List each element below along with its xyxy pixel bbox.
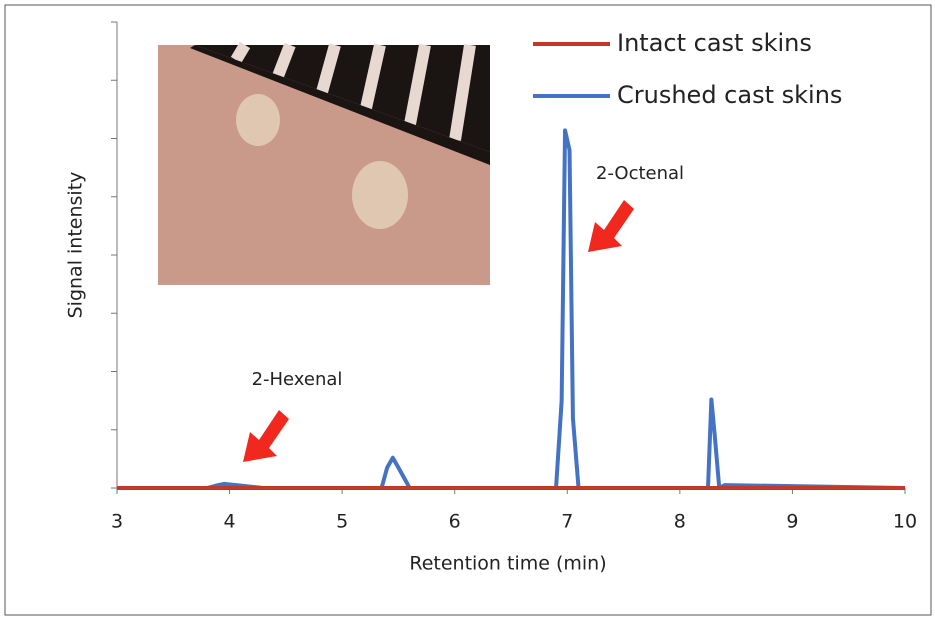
- x-tick-label: 10: [893, 511, 917, 533]
- legend-label: Crushed cast skins: [617, 81, 842, 109]
- legend-label: Intact cast skins: [617, 29, 812, 57]
- x-tick-label: 3: [111, 511, 123, 533]
- inset-photo: [158, 45, 490, 285]
- y-axis-label: Signal intensity: [65, 172, 87, 319]
- x-tick-label: 6: [449, 511, 461, 533]
- x-tick-label: 7: [561, 511, 573, 533]
- annotation: 2-Hexenal: [252, 369, 343, 390]
- annotation: 2-Octenal: [596, 163, 684, 184]
- x-tick-label: 9: [786, 511, 798, 533]
- x-axis-label: Retention time (min): [409, 553, 606, 575]
- x-tick-label: 4: [224, 511, 236, 533]
- chart: Retention time (min) Signal intensity 2-…: [0, 0, 935, 618]
- x-tick-label: 5: [336, 511, 348, 533]
- x-tick-label: 8: [674, 511, 686, 533]
